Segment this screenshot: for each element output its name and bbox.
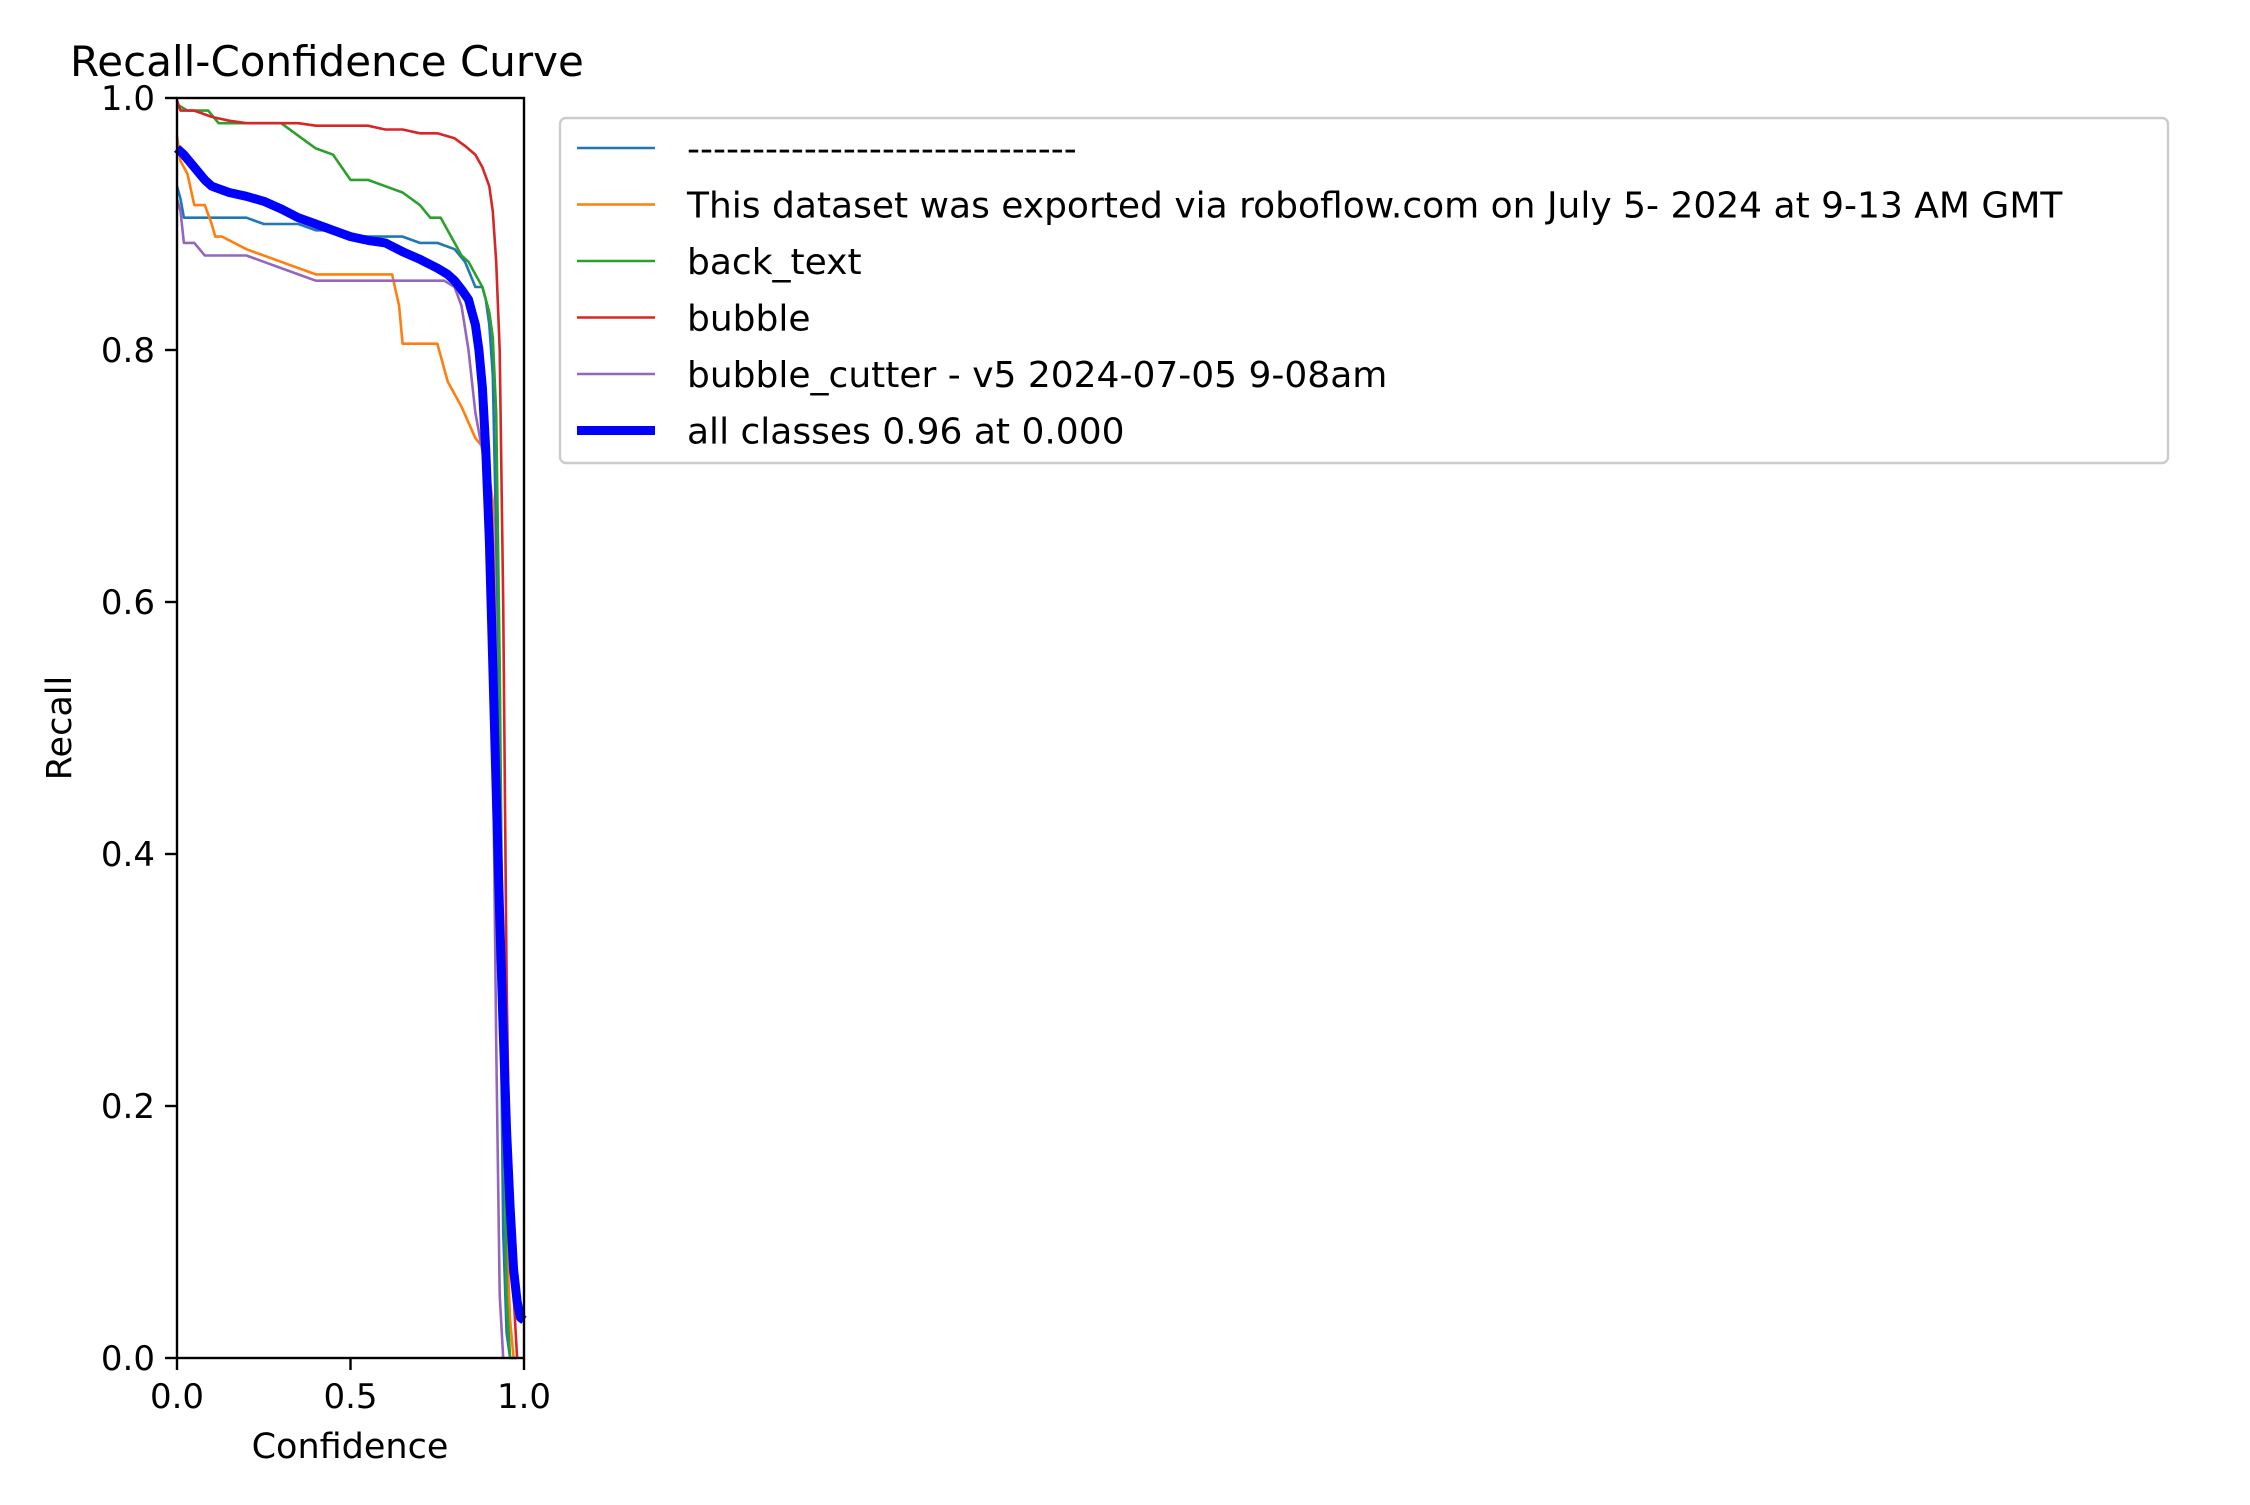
plot-frame <box>175 96 526 1360</box>
series-line-3 <box>175 100 519 1359</box>
y-tick-label-5: 1.0 <box>101 79 155 119</box>
x-tick-label-0: 0.0 <box>150 1377 204 1417</box>
legend-label-0: ------------------------------ <box>687 129 1077 170</box>
y-tick-label-3: 0.6 <box>101 583 155 623</box>
series-line-4 <box>175 198 505 1359</box>
legend: ------------------------------ This datas… <box>558 116 2170 465</box>
y-tick-label-0: 0.0 <box>101 1339 155 1379</box>
x-axis-ticks: 0.0 0.5 1.0 <box>150 1358 551 1417</box>
series-line-0 <box>175 185 518 1360</box>
y-tick-label-2: 0.4 <box>101 835 155 875</box>
series-line-2 <box>176 103 512 1359</box>
legend-label-5: all classes 0.96 at 0.000 <box>687 412 1125 453</box>
x-tick-label-1: 0.5 <box>323 1377 377 1417</box>
series-layer <box>173 100 527 1360</box>
legend-label-3: bubble <box>687 299 811 340</box>
legend-items: ------------------------------ This datas… <box>577 129 2063 453</box>
chart-title: Recall-Confidence Curve <box>70 37 584 86</box>
legend-label-2: back_text <box>687 242 862 283</box>
x-tick-label-2: 1.0 <box>497 1377 551 1417</box>
y-axis-label: Recall <box>40 676 80 780</box>
legend-label-1: This dataset was exported via roboflow.c… <box>686 186 2063 227</box>
plot-area <box>173 96 527 1360</box>
series-line-5 <box>173 145 527 1324</box>
y-tick-label-1: 0.2 <box>101 1087 155 1127</box>
y-tick-label-4: 0.8 <box>101 331 155 371</box>
legend-box <box>558 116 2170 465</box>
y-axis-ticks: 0.0 0.2 0.4 0.6 0.8 1.0 <box>101 79 177 1379</box>
legend-label-4: bubble_cutter - v5 2024-07-05 9-08am <box>687 355 1387 396</box>
x-axis-label: Confidence <box>252 1427 449 1467</box>
